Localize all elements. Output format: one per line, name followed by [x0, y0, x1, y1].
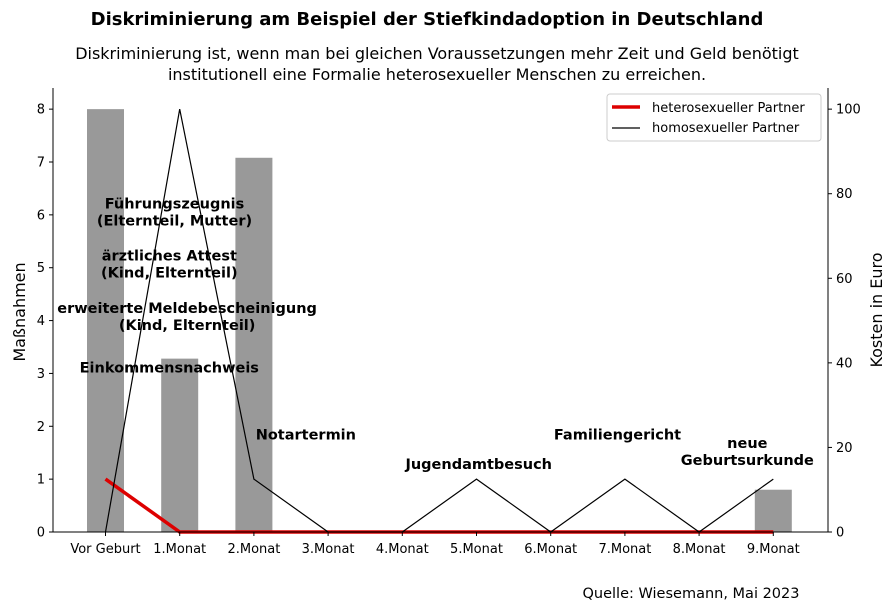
- series-line-homosexueller-partner: [104, 108, 774, 533]
- y2-tick-label-40: 40: [836, 356, 853, 371]
- x-tick-label-9-monat: 9.Monat: [747, 542, 800, 557]
- y-tick-label-3: 3: [37, 367, 45, 382]
- y-tick-label-2: 2: [37, 420, 45, 435]
- annotation-5-line-1: Notartermin: [256, 428, 356, 444]
- legend-label-heterosexueller-partner: heterosexueller Partner: [652, 101, 805, 116]
- y-tick-label-5: 5: [37, 261, 45, 276]
- y-tick-label-1: 1: [37, 473, 45, 488]
- annotation-1-line-1: Führungszeugnis: [105, 197, 245, 213]
- x-tick-label-6-monat: 6.Monat: [524, 542, 577, 557]
- annotation-4-line-1: Einkommensnachweis: [80, 361, 259, 377]
- bar-1-monat: [161, 358, 199, 532]
- y-tick-label-0: 0: [37, 526, 45, 541]
- annotation-3-line-1: erweiterte Meldebescheinigung: [57, 301, 317, 317]
- y2-tick-label-100: 100: [836, 103, 861, 118]
- x-tick-label-4-monat: 4.Monat: [376, 542, 429, 557]
- legend-frame: [606, 93, 822, 142]
- y-tick-label-7: 7: [37, 156, 45, 171]
- y2-tick-label-60: 60: [836, 272, 853, 287]
- source-note: Quelle: Wiesemann, Mai 2023: [583, 586, 800, 602]
- chart-title: Diskriminierung am Beispiel der Stiefkin…: [91, 9, 764, 30]
- x-tick-label-1-monat: 1.Monat: [153, 542, 206, 557]
- legend-label-homosexueller-partner: homosexueller Partner: [652, 121, 800, 136]
- annotation-1-line-2: (Elternteil, Mutter): [97, 214, 252, 230]
- annotation-3-line-2: (Kind, Elternteil): [119, 318, 256, 334]
- annotation-2-line-1: ärztliches Attest: [102, 249, 237, 265]
- legend: heterosexueller Partner homosexueller Pa…: [606, 93, 822, 142]
- y2-axis-label: Kosten in Euro: [867, 252, 886, 367]
- x-tick-label-5-monat: 5.Monat: [450, 542, 503, 557]
- x-tick-label-vor-geburt: Vor Geburt: [70, 542, 140, 557]
- y2-tick-label-20: 20: [836, 441, 853, 456]
- x-tick-label-3-monat: 3.Monat: [302, 542, 355, 557]
- bar-9-monat: [754, 489, 792, 532]
- y-tick-label-6: 6: [37, 208, 45, 223]
- x-tick-label-2-monat: 2.Monat: [227, 542, 280, 557]
- annotation-8-line-1: neue: [727, 436, 767, 452]
- y-axis-label: Maßnahmen: [10, 262, 29, 361]
- annotation-7-line-1: Familiengericht: [554, 428, 681, 444]
- chart-subtitle-line-1: Diskriminierung ist, wenn man bei gleich…: [75, 44, 799, 63]
- y2-tick-label-80: 80: [836, 187, 853, 202]
- x-tick-label-8-monat: 8.Monat: [673, 542, 726, 557]
- y-tick-label-4: 4: [37, 314, 45, 329]
- annotation-2-line-2: (Kind, Elternteil): [101, 266, 238, 282]
- annotation-6-line-1: Jugendamtbesuch: [404, 457, 552, 473]
- bar-2-monat: [235, 157, 273, 532]
- chart-subtitle-line-2: institutionell eine Formalie heterosexue…: [168, 65, 706, 84]
- y2-tick-label-0: 0: [836, 526, 844, 541]
- y-tick-label-8: 8: [37, 103, 45, 118]
- x-tick-label-7-monat: 7.Monat: [598, 542, 651, 557]
- annotation-8-line-2: Geburtsurkunde: [681, 453, 814, 469]
